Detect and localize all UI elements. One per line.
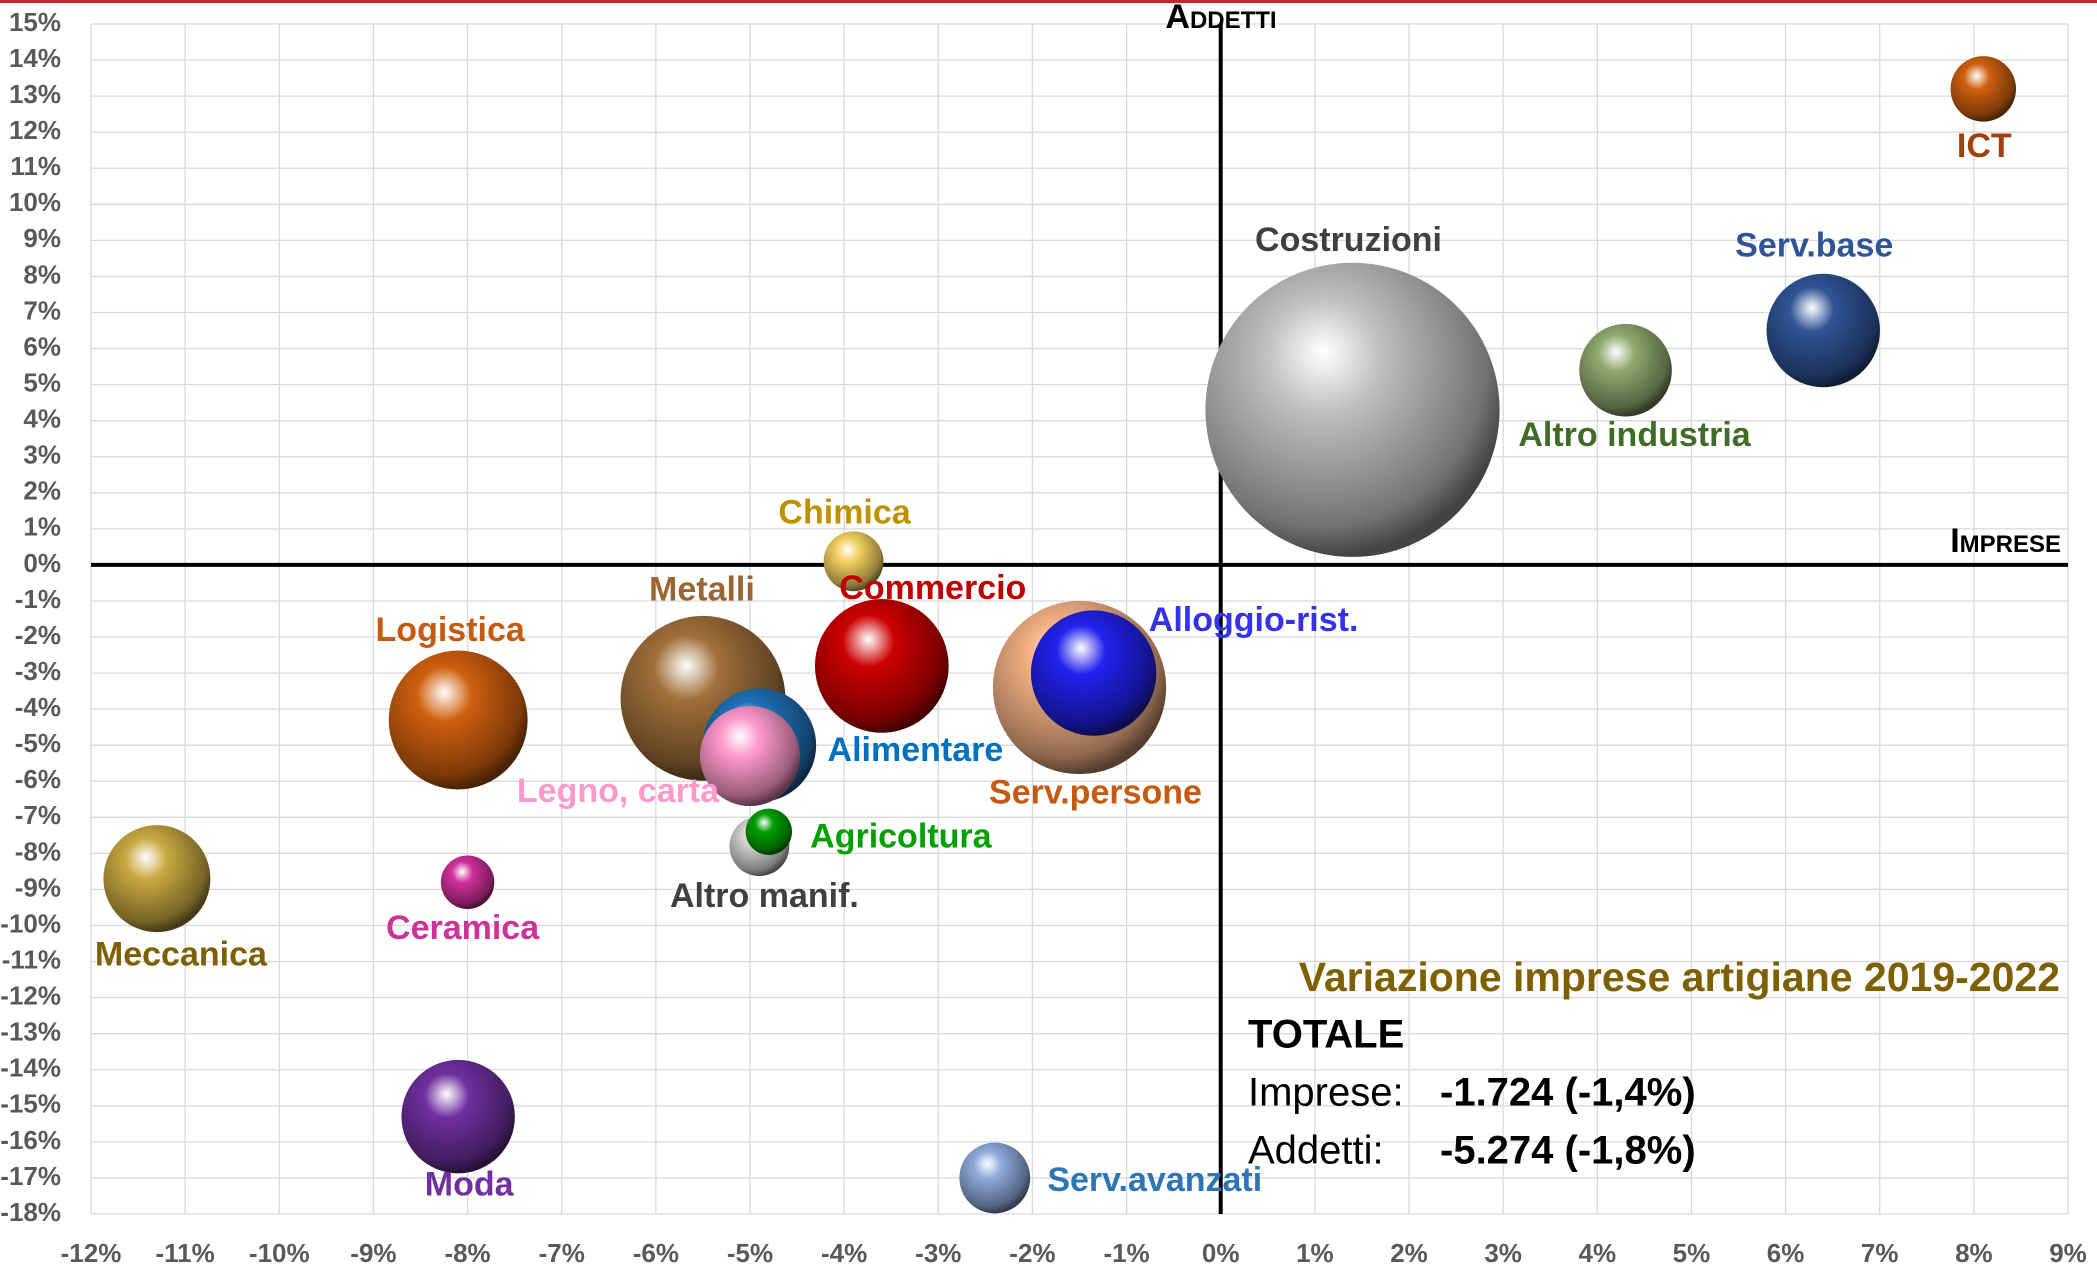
bubble — [1579, 323, 1672, 417]
y-tick-label: -11% — [2, 944, 61, 974]
bubble-label: Legno, carta — [517, 772, 720, 810]
y-tick-label: -16% — [0, 1125, 61, 1155]
y-tick-label: 10% — [9, 187, 61, 217]
x-tick-label: 2% — [1390, 1238, 1428, 1268]
bubble — [103, 825, 211, 933]
bubble-label: Serv.avanzati — [1047, 1161, 1262, 1199]
bubble-label: Alloggio-rist. — [1149, 601, 1359, 639]
x-tick-label: 3% — [1484, 1238, 1522, 1268]
bubble-label: Ceramica — [386, 909, 540, 947]
x-tick-label: -4% — [821, 1238, 867, 1268]
x-tick-label: -5% — [727, 1238, 773, 1268]
y-tick-label: -12% — [0, 981, 61, 1011]
y-tick-label: -15% — [0, 1089, 61, 1119]
bubble-label: Chimica — [778, 493, 911, 531]
annotation-title: Variazione imprese artigiane 2019-2022 — [1299, 954, 2060, 1000]
x-tick-label: -1% — [1103, 1238, 1149, 1268]
y-tick-label: 1% — [23, 512, 61, 542]
y-axis-label: Addetti — [1165, 0, 1276, 36]
x-tick-label: -10% — [249, 1238, 310, 1268]
bubble-label: Serv.base — [1735, 226, 1893, 264]
bubble — [823, 531, 884, 592]
bubble-label: Alimentare — [828, 731, 1004, 769]
y-tick-label: 4% — [23, 404, 61, 434]
x-tick-label: -11% — [156, 1238, 215, 1268]
x-tick-label: 0% — [1202, 1238, 1240, 1268]
bubble — [1950, 56, 2017, 122]
x-axis-label: Imprese — [1950, 522, 2061, 560]
bubble-label: Metalli — [649, 570, 755, 608]
bubble — [745, 808, 792, 855]
y-tick-label: -14% — [0, 1053, 61, 1083]
y-tick-label: -17% — [0, 1161, 61, 1191]
annotation-value: -5.274 (-1,8%) — [1440, 1129, 1696, 1173]
bubble — [440, 855, 495, 909]
bubble — [1766, 273, 1880, 388]
bubble-label: Altro industria — [1518, 416, 1751, 454]
x-tick-label: 5% — [1673, 1238, 1711, 1268]
y-tick-label: -8% — [15, 836, 61, 866]
bubble-label: Agricoltura — [810, 818, 992, 856]
x-tick-label: 4% — [1578, 1238, 1616, 1268]
bubble-label: Moda — [425, 1166, 515, 1204]
y-tick-label: -3% — [15, 656, 61, 686]
y-tick-label: 15% — [9, 7, 61, 37]
y-tick-label: 14% — [9, 43, 61, 73]
y-tick-label: 13% — [9, 79, 61, 109]
annotation-value: -1.724 (-1,4%) — [1440, 1071, 1696, 1115]
y-tick-label: -13% — [0, 1017, 61, 1047]
annotation-heading: TOTALE — [1248, 1013, 1404, 1057]
bubble-label: Altro manif. — [670, 877, 859, 915]
annotation-label: Addetti: — [1248, 1129, 1384, 1173]
y-tick-label: -9% — [15, 872, 61, 902]
x-tick-label: -9% — [350, 1238, 396, 1268]
y-tick-label: 12% — [9, 115, 61, 145]
bubble-label: ICT — [1957, 127, 2012, 165]
y-tick-label: -6% — [15, 764, 61, 794]
top-border — [0, 0, 2097, 3]
bubble — [699, 706, 801, 807]
bubble — [814, 599, 949, 733]
x-tick-label: 7% — [1861, 1238, 1899, 1268]
x-tick-label: 8% — [1955, 1238, 1993, 1268]
y-tick-label: -18% — [0, 1197, 61, 1227]
bubble — [1030, 610, 1157, 736]
x-tick-label: 9% — [2049, 1238, 2087, 1268]
y-tick-label: 8% — [23, 259, 61, 289]
bubble-label: Costruzioni — [1255, 221, 1442, 259]
y-tick-label: 3% — [23, 440, 61, 470]
annotation-label: Imprese: — [1248, 1071, 1404, 1115]
bubble-label: Serv.persone — [989, 773, 1202, 811]
x-tick-label: -7% — [539, 1238, 585, 1268]
x-tick-label: 6% — [1767, 1238, 1805, 1268]
y-tick-label: -2% — [15, 620, 61, 650]
y-tick-label: 6% — [23, 331, 61, 361]
y-tick-label: -5% — [15, 728, 61, 758]
y-tick-label: 2% — [23, 476, 61, 506]
y-tick-label: 0% — [23, 548, 61, 578]
x-tick-label: -12% — [61, 1238, 122, 1268]
y-tick-label: 11% — [10, 151, 61, 181]
y-tick-label: 5% — [23, 367, 61, 397]
bubble-label: Meccanica — [95, 936, 268, 974]
y-tick-label: 9% — [23, 223, 61, 253]
bubble-label: Commercio — [839, 569, 1026, 607]
y-tick-label: -10% — [0, 908, 61, 938]
y-tick-label: 7% — [23, 295, 61, 325]
y-tick-label: -4% — [15, 692, 61, 722]
bubble — [959, 1142, 1031, 1214]
x-tick-label: 1% — [1296, 1238, 1334, 1268]
y-tick-label: -7% — [15, 800, 61, 830]
bubble-label: Logistica — [376, 611, 526, 649]
x-tick-label: -2% — [1009, 1238, 1055, 1268]
x-tick-label: -6% — [633, 1238, 679, 1268]
x-tick-label: -3% — [915, 1238, 961, 1268]
bubble — [401, 1059, 515, 1174]
bubble — [388, 650, 528, 790]
x-tick-label: -8% — [444, 1238, 490, 1268]
bubble — [1205, 262, 1500, 557]
y-tick-label: -1% — [15, 584, 61, 614]
